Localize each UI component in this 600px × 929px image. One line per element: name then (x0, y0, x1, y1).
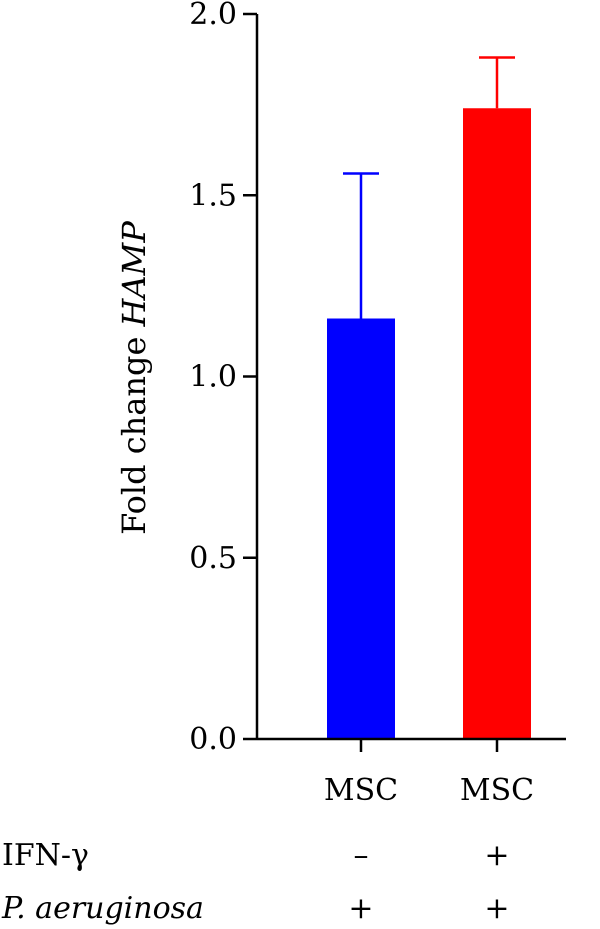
condition-sign: + (484, 891, 509, 926)
y-tick-label: 1.5 (189, 178, 237, 213)
x-category-label: MSC (324, 773, 398, 808)
condition-sign: + (484, 838, 509, 873)
condition-sign: + (348, 891, 373, 926)
bars-group (327, 56, 531, 739)
y-tick-label: 0.0 (189, 722, 237, 757)
bar (327, 318, 395, 739)
y-tick-label: 0.5 (189, 541, 237, 576)
condition-table: IFN-γ – + P. aeruginosa + + (1, 838, 510, 926)
bar (463, 108, 531, 739)
y-tick-label: 1.0 (189, 360, 237, 395)
x-category-label: MSC (460, 773, 534, 808)
y-tick-label: 2.0 (189, 0, 237, 32)
condition-row-label: IFN-γ (2, 838, 89, 873)
y-axis-title-prefix: Fold change (115, 326, 153, 534)
y-axis-title-gene: HAMP (115, 221, 153, 328)
y-axis-title: Fold change HAMP (115, 221, 153, 535)
x-axis: MSC MSC (257, 737, 566, 808)
y-axis: 0.0 0.5 1.0 1.5 2.0 (189, 0, 259, 757)
condition-row-label: P. aeruginosa (1, 891, 204, 926)
condition-sign: – (354, 838, 369, 873)
